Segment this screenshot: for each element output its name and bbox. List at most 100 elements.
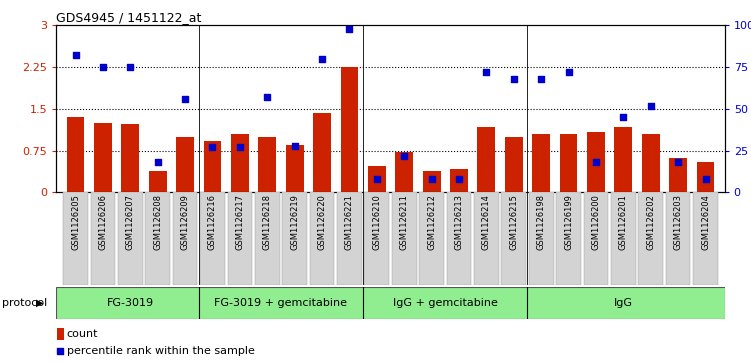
Point <box>535 76 547 82</box>
Text: FG-3019: FG-3019 <box>107 298 154 308</box>
Bar <box>173 192 198 285</box>
Text: IgG: IgG <box>614 298 633 308</box>
Bar <box>502 192 526 285</box>
Point <box>508 76 520 82</box>
Bar <box>200 192 225 285</box>
Text: GSM1126210: GSM1126210 <box>372 194 382 250</box>
Bar <box>122 125 139 192</box>
Bar <box>559 134 578 192</box>
Bar <box>638 192 663 285</box>
Text: protocol: protocol <box>2 298 47 308</box>
Text: GSM1126216: GSM1126216 <box>208 194 217 250</box>
Text: GSM1126204: GSM1126204 <box>701 194 710 250</box>
Text: GSM1126220: GSM1126220 <box>318 194 327 250</box>
Point <box>426 176 438 182</box>
Point <box>371 176 383 182</box>
Text: GSM1126200: GSM1126200 <box>592 194 601 250</box>
Text: GSM1126202: GSM1126202 <box>647 194 656 250</box>
Bar <box>419 192 444 285</box>
Point <box>453 176 465 182</box>
Text: ▶: ▶ <box>36 298 44 308</box>
Point <box>70 53 82 58</box>
Point <box>152 159 164 165</box>
Bar <box>611 192 635 285</box>
Text: GSM1126211: GSM1126211 <box>400 194 409 250</box>
Bar <box>666 192 690 285</box>
Bar <box>364 192 389 285</box>
Bar <box>285 145 303 192</box>
Bar <box>146 192 170 285</box>
Bar <box>447 192 472 285</box>
Bar <box>94 123 112 192</box>
Point <box>617 114 629 120</box>
Bar <box>474 192 499 285</box>
Point <box>97 64 109 70</box>
Bar <box>505 137 523 192</box>
Bar <box>91 192 115 285</box>
Bar <box>67 117 84 192</box>
Bar <box>340 67 358 192</box>
Text: GSM1126221: GSM1126221 <box>345 194 354 250</box>
Text: GSM1126214: GSM1126214 <box>482 194 491 250</box>
Point <box>207 144 219 150</box>
Point <box>288 143 300 148</box>
Bar <box>368 166 386 192</box>
Bar <box>693 192 718 285</box>
Point <box>699 176 711 182</box>
Point <box>261 94 273 100</box>
Text: IgG + gemcitabine: IgG + gemcitabine <box>393 298 498 308</box>
Text: GSM1126198: GSM1126198 <box>537 194 546 250</box>
Bar <box>669 158 687 192</box>
Point <box>54 348 66 354</box>
Bar <box>118 192 143 285</box>
Text: GSM1126203: GSM1126203 <box>674 194 683 250</box>
Bar <box>614 127 632 192</box>
Text: GSM1126208: GSM1126208 <box>153 194 162 250</box>
Bar <box>204 141 222 192</box>
Bar <box>423 171 441 192</box>
Point <box>562 69 575 75</box>
Bar <box>282 192 307 285</box>
Bar <box>395 152 413 192</box>
Text: GSM1126212: GSM1126212 <box>427 194 436 250</box>
Point <box>316 56 328 62</box>
Text: FG-3019 + gemcitabine: FG-3019 + gemcitabine <box>215 298 348 308</box>
Bar <box>642 134 659 192</box>
Point <box>179 96 191 102</box>
Bar <box>337 192 362 285</box>
Bar <box>309 192 334 285</box>
Text: percentile rank within the sample: percentile rank within the sample <box>67 346 255 356</box>
Text: GSM1126209: GSM1126209 <box>180 194 189 250</box>
Text: GSM1126205: GSM1126205 <box>71 194 80 250</box>
Bar <box>529 192 553 285</box>
Bar <box>450 169 468 192</box>
Text: count: count <box>67 329 98 339</box>
Point <box>234 144 246 150</box>
Text: GSM1126218: GSM1126218 <box>263 194 272 250</box>
Point <box>398 153 410 159</box>
Point <box>645 103 657 109</box>
Bar <box>149 171 167 192</box>
Text: GDS4945 / 1451122_at: GDS4945 / 1451122_at <box>56 11 202 24</box>
Bar <box>478 127 496 192</box>
Bar <box>587 132 605 192</box>
Text: GSM1126206: GSM1126206 <box>98 194 107 250</box>
Bar <box>176 137 194 192</box>
Bar <box>258 137 276 192</box>
Text: GSM1126213: GSM1126213 <box>454 194 463 250</box>
Point <box>672 159 684 165</box>
Bar <box>584 192 608 285</box>
Text: GSM1126215: GSM1126215 <box>509 194 518 250</box>
Text: GSM1126199: GSM1126199 <box>564 194 573 250</box>
Bar <box>57 328 64 340</box>
Point <box>590 159 602 165</box>
Bar <box>255 192 279 285</box>
Bar <box>556 192 581 285</box>
Point <box>481 69 493 75</box>
Bar <box>63 192 88 285</box>
Text: GSM1126219: GSM1126219 <box>290 194 299 250</box>
Bar <box>313 113 331 192</box>
Bar <box>532 134 550 192</box>
Bar <box>697 162 714 192</box>
Text: GSM1126201: GSM1126201 <box>619 194 628 250</box>
